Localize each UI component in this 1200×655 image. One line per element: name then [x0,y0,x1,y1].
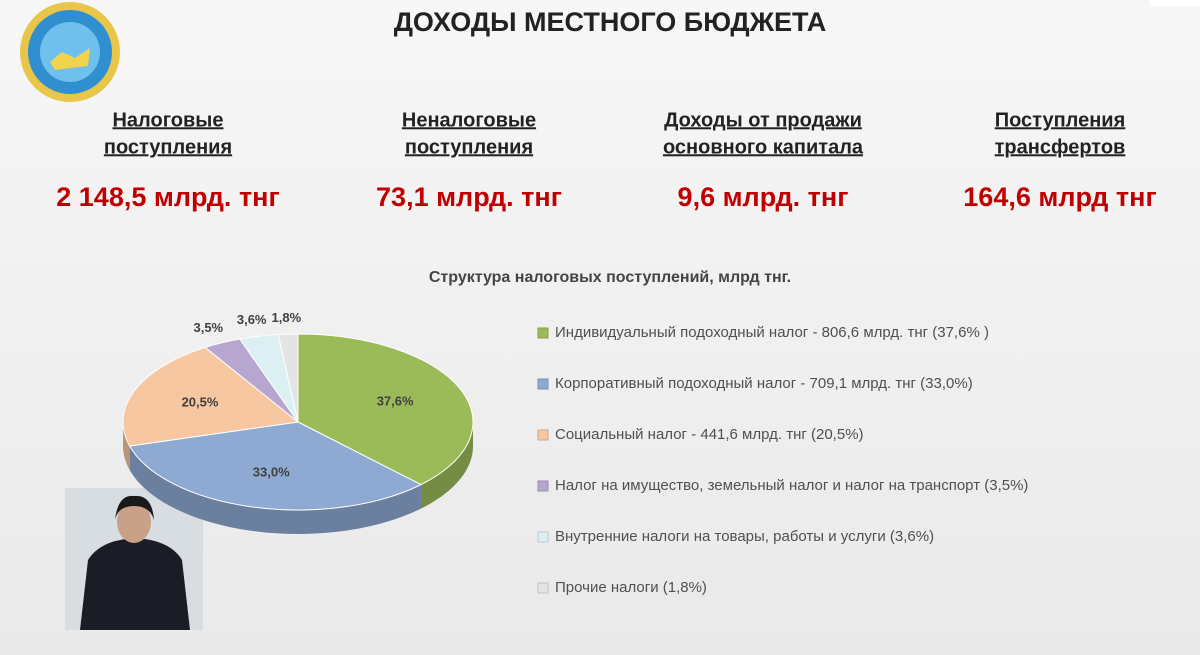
chart-title: Структура налоговых поступлений, млрд тн… [429,269,791,286]
slice-side [123,422,130,471]
card-label: Поступления [995,109,1126,131]
slice-top [122,346,300,447]
person-head [117,501,151,543]
legend-swatch [537,378,549,390]
card-label: поступления [104,136,232,158]
legend-swatch [537,531,549,543]
slice-top [128,421,423,511]
slice-top [297,333,474,486]
slice-side [420,422,473,509]
data-label: 3,6% [237,312,267,327]
slice-side [129,446,421,534]
data-label: 1,8% [272,310,302,325]
card-label: основного капитала [663,136,864,158]
legend-label: Индивидуальный подоходный налог - 806,6 … [555,324,989,341]
slice [128,421,423,534]
card-label: Доходы от продажи [664,109,862,131]
legend-swatch [537,582,549,594]
person-body [80,538,190,630]
legend-swatch [537,480,549,492]
legend-swatch [537,327,549,339]
data-label: 33,0% [253,464,290,479]
slice [122,346,300,471]
card-label: поступления [405,136,533,158]
data-label: 37,6% [377,393,414,408]
card-value: 164,6 млрд тнг [963,182,1156,212]
cards: Налоговые поступления 2 148,5 млрд. тнг Нен… [56,109,1156,212]
logo-inner [40,22,100,82]
card-label: Налоговые [112,109,223,131]
slice [277,333,299,423]
legend-label: Прочие налоги (1,8%) [555,579,707,596]
slice [297,333,474,509]
legend-swatch [537,429,549,441]
card-label: Неналоговые [402,109,536,131]
person-hair [115,495,154,520]
legend-label: Налог на имущество, земельный налог и на… [555,477,1028,494]
title: ДОХОДЫ МЕСТНОГО БЮДЖЕТА [394,7,827,37]
data-label: 3,5% [193,320,223,335]
card-label: трансфертов [995,136,1126,158]
data-label: 20,5% [182,394,219,409]
logo [20,2,120,102]
card-value: 2 148,5 млрд. тнг [56,182,279,212]
pie: 37,6% 33,0% 20,5% 3,5% 3,6% 1,8% [122,310,474,534]
legend-label: Корпоративный подоходный налог - 709,1 м… [555,375,973,392]
card-value: 9,6 млрд. тнг [678,182,849,212]
slice-top [277,333,299,423]
legend-label: Социальный налог - 441,6 млрд. тнг (20,5… [555,426,864,443]
card-value: 73,1 млрд. тнг [376,182,562,212]
legend-label: Внутренние налоги на товары, работы и ус… [555,528,934,545]
logo-map [50,48,90,70]
interpreter-video [65,488,203,630]
legend: Индивидуальный подоходный налог - 806,6 … [537,324,1028,596]
corner [1150,0,1200,6]
